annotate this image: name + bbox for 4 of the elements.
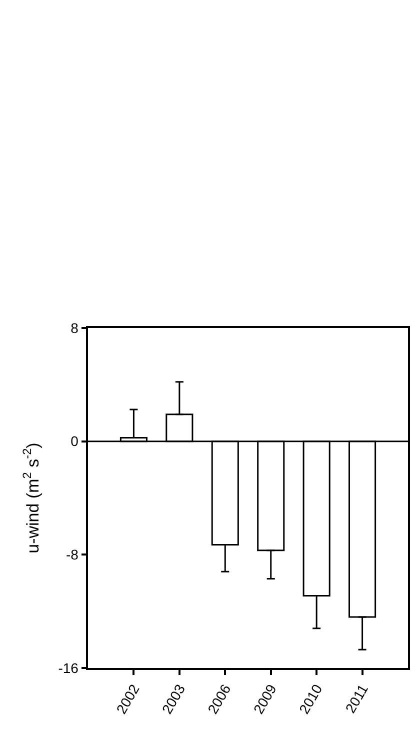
y-tick-label: -8: [66, 546, 79, 563]
y-tick-label: 8: [70, 320, 79, 336]
y-tick-label: 0: [70, 433, 79, 450]
y-tick-label: -16: [58, 660, 79, 676]
